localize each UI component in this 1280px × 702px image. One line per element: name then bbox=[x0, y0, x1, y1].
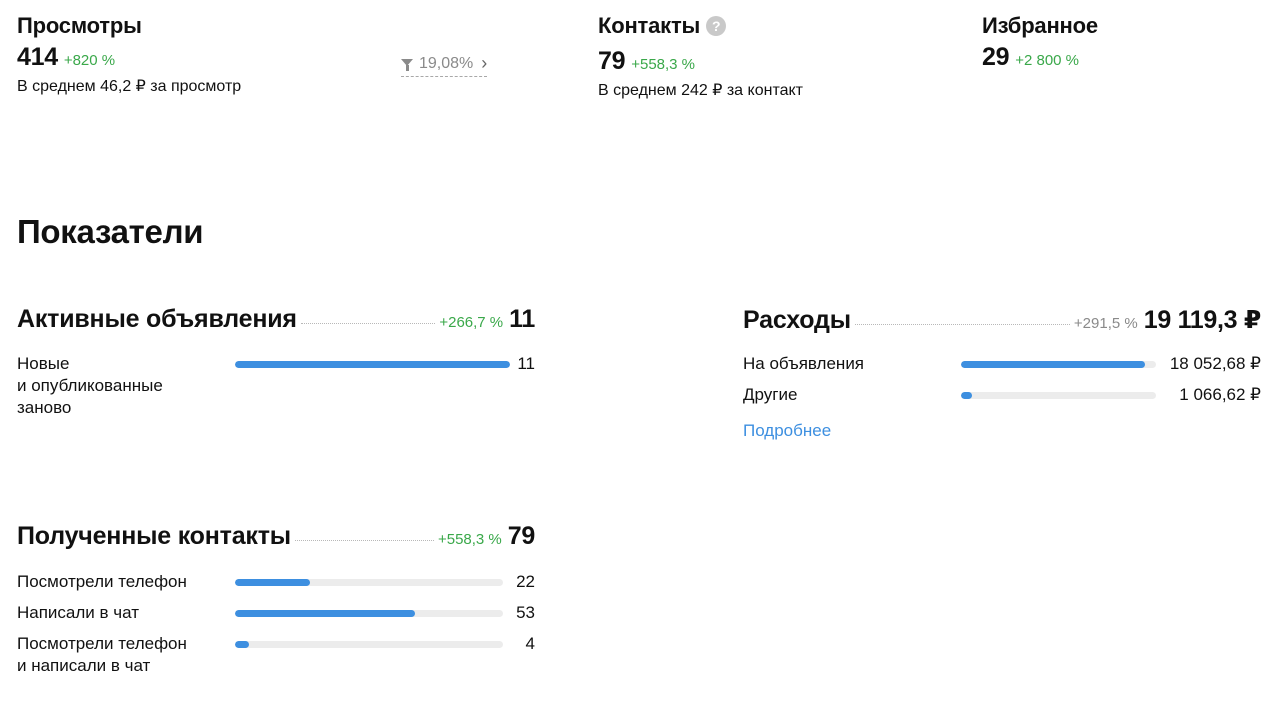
section-received-contacts: Полученные контакты +558,3 % 79 bbox=[17, 522, 535, 551]
expenses-title: Расходы bbox=[743, 306, 851, 334]
stat-favorites-title: Избранное bbox=[982, 13, 1098, 38]
conversion-value: 19,08% bbox=[419, 54, 474, 72]
metric-row-value: 4 bbox=[525, 634, 535, 653]
metric-row-value: 1 066,62 ₽ bbox=[1179, 385, 1261, 404]
header-dotted-leader bbox=[300, 323, 436, 324]
page-heading: Показатели bbox=[17, 213, 204, 250]
stat-views-sub: В среднем 46,2 ₽ за просмотр bbox=[17, 78, 242, 95]
metric-row: Написали в чат 53 bbox=[17, 602, 535, 624]
stat-contacts-delta: +558,3 % bbox=[631, 56, 696, 73]
funnel-icon bbox=[401, 59, 413, 71]
metric-bar-fill bbox=[961, 392, 972, 399]
received-contacts-total: 79 bbox=[507, 522, 536, 550]
expenses-rows: На объявления 18 052,68 ₽ Другие 1 066,62 ₽ bbox=[743, 353, 1261, 413]
metric-bar-track bbox=[235, 579, 503, 586]
metric-row-value: 18 052,68 ₽ bbox=[1169, 354, 1261, 373]
stat-views: Просмотры 414 +820 % В среднем 46,2 ₽ за… bbox=[17, 13, 241, 96]
stat-views-delta: +820 % bbox=[63, 52, 116, 69]
expenses-total: 19 119,3 ₽ bbox=[1143, 306, 1262, 334]
stat-views-value-row: 414 +820 % bbox=[17, 43, 241, 72]
stat-favorites-value: 29 bbox=[982, 43, 1010, 71]
header-dotted-leader bbox=[854, 324, 1070, 325]
received-contacts-delta: +558,3 % bbox=[437, 531, 502, 548]
section-active-listings: Активные объявления +266,7 % 11 bbox=[17, 305, 535, 334]
metric-bar-fill bbox=[961, 361, 1146, 368]
received-contacts-title: Полученные контакты bbox=[17, 522, 291, 550]
active-listings-rows: Новые и опубликованные заново 11 bbox=[17, 353, 535, 423]
stat-contacts: Контакты? 79 +558,3 % В среднем 242 ₽ за… bbox=[598, 13, 803, 100]
stat-favorites-value-row: 29 +2 800 % bbox=[982, 43, 1098, 72]
stat-contacts-title-row: Контакты? bbox=[598, 13, 803, 39]
metric-bar-fill bbox=[235, 361, 510, 368]
received-contacts-header: Полученные контакты +558,3 % 79 bbox=[17, 522, 535, 551]
stat-views-title: Просмотры bbox=[17, 13, 142, 38]
metric-row-value: 22 bbox=[516, 572, 535, 591]
stat-contacts-value: 79 bbox=[598, 47, 626, 75]
metric-row-label: На объявления bbox=[743, 354, 865, 373]
section-expenses: Расходы +291,5 % 19 119,3 ₽ bbox=[743, 305, 1261, 335]
stat-contacts-sub: В среднем 242 ₽ за контакт bbox=[598, 82, 803, 99]
metric-row: Новые и опубликованные заново 11 bbox=[17, 353, 535, 417]
metric-bar-track bbox=[235, 610, 503, 617]
header-dotted-leader bbox=[294, 540, 434, 541]
stat-favorites: Избранное 29 +2 800 % bbox=[982, 13, 1098, 72]
metric-row-label: Написали в чат bbox=[17, 603, 140, 622]
conversion-link[interactable]: 19,08% › bbox=[401, 53, 488, 77]
metric-bar-track bbox=[961, 392, 1156, 399]
metric-bar-track bbox=[961, 361, 1156, 368]
chevron-right-icon: › bbox=[481, 53, 488, 73]
metric-row-label: Посмотрели телефон bbox=[17, 572, 187, 591]
metric-bar-fill bbox=[235, 610, 415, 617]
stat-favorites-delta: +2 800 % bbox=[1015, 52, 1080, 69]
metric-row-value: 11 bbox=[517, 354, 535, 373]
stat-contacts-title: Контакты bbox=[598, 13, 701, 38]
metric-row-value: 53 bbox=[516, 603, 535, 622]
metric-bar-track bbox=[235, 641, 503, 648]
expenses-header: Расходы +291,5 % 19 119,3 ₽ bbox=[743, 305, 1261, 335]
metric-row-label: Новые и опубликованные заново bbox=[17, 354, 163, 417]
expenses-delta: +291,5 % bbox=[1073, 315, 1138, 332]
stat-views-value: 414 bbox=[17, 43, 58, 71]
metric-row-label: Другие bbox=[743, 385, 798, 404]
active-listings-header: Активные объявления +266,7 % 11 bbox=[17, 305, 535, 334]
metric-row: На объявления 18 052,68 ₽ bbox=[743, 353, 1261, 375]
received-contacts-rows: Посмотрели телефон 22 Написали в чат 53 Посм… bbox=[17, 571, 535, 681]
metric-bar-track bbox=[235, 361, 510, 368]
metric-row: Посмотрели телефон 22 bbox=[17, 571, 535, 593]
metric-row: Другие 1 066,62 ₽ bbox=[743, 384, 1261, 406]
metric-bar-fill bbox=[235, 641, 249, 648]
help-icon[interactable]: ? bbox=[706, 16, 727, 36]
active-listings-delta: +266,7 % bbox=[439, 314, 504, 331]
metric-row-label: Посмотрели телефон и написали в чат bbox=[17, 634, 187, 675]
active-listings-title: Активные объявления bbox=[17, 305, 297, 333]
stat-contacts-value-row: 79 +558,3 % bbox=[598, 47, 803, 76]
details-link[interactable]: Подробнее bbox=[743, 421, 832, 440]
metric-row: Посмотрели телефон и написали в чат 4 bbox=[17, 633, 535, 675]
metric-bar-fill bbox=[235, 579, 310, 586]
active-listings-total: 11 bbox=[509, 305, 535, 333]
